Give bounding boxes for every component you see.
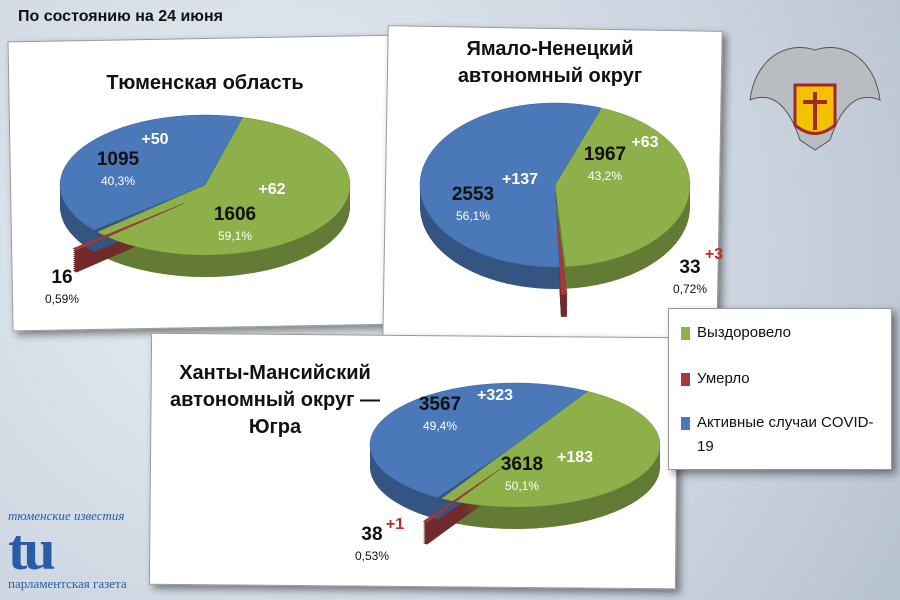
percent-label: 43,2% <box>588 169 622 183</box>
percent-label: 0,59% <box>45 292 79 306</box>
legend-entry: Выздоровело <box>681 321 877 345</box>
increase-label: +63 <box>631 134 658 151</box>
legend-swatch <box>681 417 690 430</box>
value-label: 1967 <box>584 144 626 165</box>
percent-label: 59,1% <box>218 229 252 243</box>
legend-label: Умерло <box>697 370 750 387</box>
value-label: 3567 <box>419 394 461 415</box>
slice <box>441 391 661 508</box>
legend-entry: Умерло <box>681 367 877 391</box>
legend-swatch <box>681 327 690 340</box>
slice <box>419 102 602 268</box>
legend-entry: Активные случаи COVID-19 <box>681 411 877 459</box>
value-label: 2553 <box>452 184 494 205</box>
emblem <box>745 30 885 160</box>
increase-label: +323 <box>477 387 513 404</box>
increase-label: +3 <box>705 246 723 263</box>
legend-label: Выздоровело <box>697 324 792 341</box>
value-label: 1095 <box>97 149 140 170</box>
value-label: 38 <box>361 524 382 545</box>
logo-mark: tu <box>8 517 56 582</box>
logo-top: тюменские известия <box>8 508 125 523</box>
slice <box>554 107 691 268</box>
slice <box>422 468 501 523</box>
legend-swatch <box>681 373 690 386</box>
slice <box>97 117 351 256</box>
percent-label: 0,72% <box>673 282 707 296</box>
value-label: 3618 <box>501 454 543 475</box>
emblem-icon <box>749 46 881 151</box>
slice <box>72 203 185 251</box>
chart-title: Ханты-Мансийский автономный округ — Югра <box>170 362 380 438</box>
percent-label: 0,53% <box>355 549 389 563</box>
value-label: 1606 <box>214 204 256 225</box>
increase-label: +1 <box>386 516 404 533</box>
slice <box>556 212 568 296</box>
logo-bottom: парламентская газета <box>8 576 127 591</box>
legend-label: Активные случаи COVID-19 <box>697 414 874 455</box>
date-caption: По состоянию на 24 июня <box>18 8 223 25</box>
logo: тюменские известия tu парламентская газе… <box>8 508 148 592</box>
slice <box>59 114 243 231</box>
increase-label: +62 <box>258 181 285 198</box>
legend: Выздоровело Умерло Активные случаи COVID-1… <box>668 308 892 470</box>
increase-label: +183 <box>557 449 593 466</box>
percent-label: 40,3% <box>101 174 135 188</box>
chart-title: Ямало-Ненецкий автономный округ <box>457 38 643 87</box>
slice <box>369 382 589 498</box>
increase-label: +50 <box>141 131 168 148</box>
percent-label: 49,4% <box>423 419 457 433</box>
value-label: 33 <box>679 257 700 278</box>
percent-label: 50,1% <box>505 479 539 493</box>
increase-label: +137 <box>502 171 538 188</box>
value-label: 16 <box>51 267 72 288</box>
chart-title: Тюменская область <box>106 72 304 94</box>
percent-label: 56,1% <box>456 209 490 223</box>
